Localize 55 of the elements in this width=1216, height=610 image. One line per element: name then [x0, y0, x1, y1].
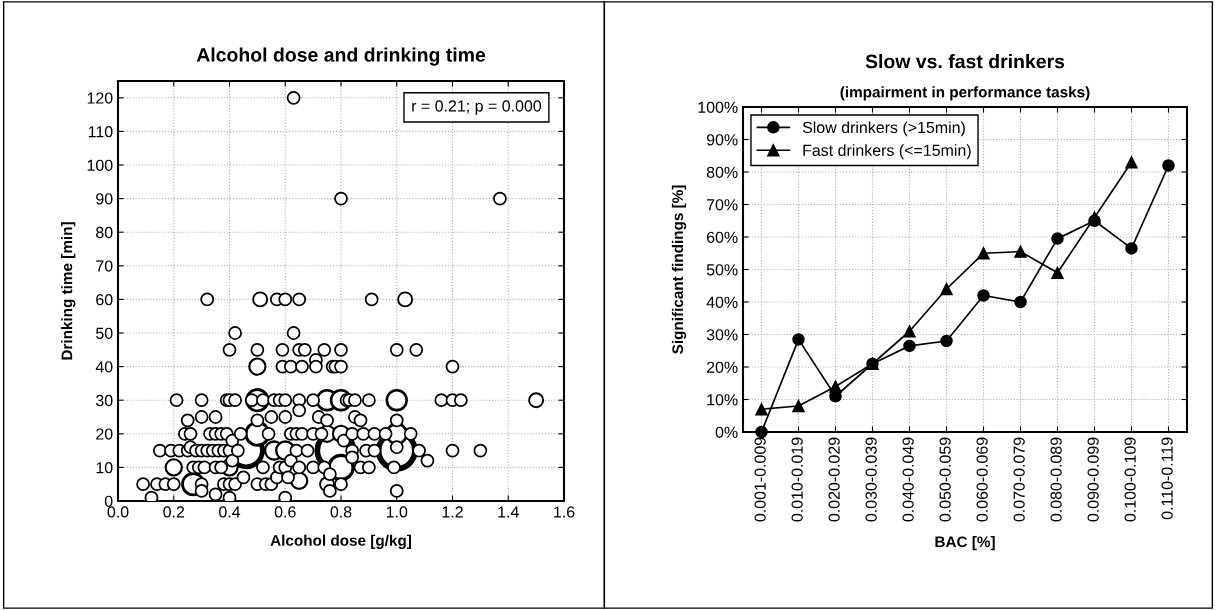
x-tick-label: 1.0 [386, 506, 408, 518]
y-tick-label: 80% [706, 166, 738, 178]
x-tick-label: 0.070-0.079 [1013, 437, 1025, 522]
x-tick-label: 0.020-0.029 [828, 437, 840, 522]
x-tick-label: 0.060-0.069 [976, 437, 988, 522]
y-tick-label: 110 [88, 126, 113, 138]
x-axis-title: BAC [%] [935, 536, 995, 551]
chart-subtitle: (impairment in performance tasks) [840, 86, 1090, 101]
y-tick-label: 0 [104, 495, 113, 507]
y-axis-title: Drinking time [min] [61, 222, 76, 360]
x-tick-label: 0.4 [219, 506, 241, 518]
y-tick-label: 40 [95, 361, 113, 373]
x-tick-label: 0.2 [163, 506, 185, 518]
x-tick-label: 0.040-0.049 [902, 437, 914, 522]
x-tick-label: 0.8 [330, 506, 352, 518]
legend-label: Slow drinkers (>15min) [802, 121, 965, 137]
y-tick-label: 20 [96, 428, 113, 440]
x-tick-label: 1.6 [554, 506, 575, 518]
chart-title: Slow vs. fast drinkers [865, 54, 1065, 69]
y-tick-label: 60% [706, 231, 738, 243]
y-tick-label: 80 [96, 226, 113, 239]
y-tick-label: 90 [96, 193, 113, 205]
y-tick-label: 60 [96, 294, 113, 306]
x-tick-label: 0.010-0.019 [791, 437, 803, 522]
annotation: r = 0.21; p = 0.000 [412, 100, 542, 115]
x-tick-label: 1.4 [498, 506, 519, 518]
y-tick-label: 70 [96, 260, 113, 272]
x-tick-label: 0.030-0.039 [865, 437, 877, 522]
y-tick-label: 50% [706, 264, 738, 276]
x-tick-label: 1.2 [442, 506, 463, 518]
y-tick-label: 90% [706, 134, 738, 146]
x-tick-label: 0.080-0.089 [1050, 437, 1062, 522]
y-tick-label: 100% [698, 101, 738, 113]
chart-title: Alcohol dose and drinking time [196, 47, 486, 66]
y-tick-label: 70% [706, 199, 738, 211]
x-tick-label: 0.6 [274, 506, 296, 518]
x-tick-label: 0.0 [107, 506, 129, 518]
legend-label: Fast drinkers (<=15min) [803, 144, 971, 160]
y-tick-label: 10 [96, 462, 113, 474]
x-tick-label: 0.001-0.009 [754, 437, 766, 522]
y-tick-label: 20% [706, 361, 738, 373]
y-axis-title: Significant findings [%] [671, 185, 687, 354]
x-tick-label: 0.100-0.109 [1124, 437, 1136, 522]
y-tick-label: 30 [95, 394, 113, 407]
y-tick-label: 50 [96, 327, 113, 339]
y-tick-label: 30% [706, 329, 738, 341]
y-tick-label: 10% [707, 394, 738, 406]
y-tick-label: 40% [706, 296, 738, 308]
y-tick-label: 0% [715, 426, 738, 438]
y-tick-label: 100 [87, 159, 113, 171]
x-tick-label: 0.090-0.099 [1087, 437, 1099, 522]
x-tick-label: 0.110-0.119 [1161, 437, 1173, 520]
y-tick-label: 120 [87, 92, 113, 104]
x-tick-label: 0.050-0.059 [939, 437, 951, 522]
x-axis-title: Alcohol dose [g/kg] [270, 534, 412, 549]
